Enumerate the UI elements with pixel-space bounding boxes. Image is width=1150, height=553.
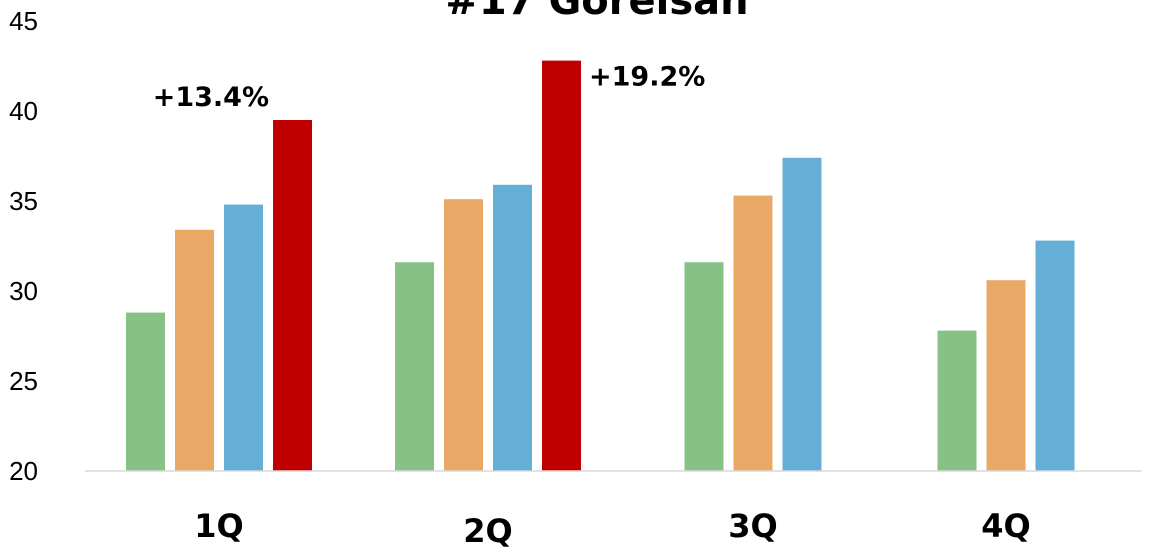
y-tick-label: 25 (9, 366, 38, 396)
x-axis: 1Q 2Q 3Q 4Q (194, 507, 1030, 550)
y-tick-label: 40 (9, 96, 38, 126)
bar-1q-series-2 (175, 229, 214, 471)
bar-2q-series-1 (395, 262, 434, 471)
y-tick-label: 35 (9, 186, 38, 216)
x-tick-label: 1Q (194, 507, 243, 545)
data-label-1q: +13.4% (153, 82, 269, 113)
bar-1q-series-1 (126, 312, 165, 471)
bar-4q-series-3 (1035, 240, 1075, 471)
y-axis: 20 25 30 35 40 45 (9, 6, 38, 486)
y-tick-label: 30 (9, 276, 38, 306)
bar-2q-series-4 (542, 60, 581, 471)
x-tick-label: 2Q (463, 512, 512, 550)
bar-4q-series-2 (986, 280, 1026, 471)
bars (126, 60, 1075, 472)
bar-2q-series-3 (493, 184, 532, 472)
bar-2q-series-2 (444, 199, 483, 471)
x-tick-label: 4Q (981, 507, 1030, 545)
data-labels: +13.4% +19.2% (153, 62, 706, 113)
x-tick-label: 3Q (728, 507, 777, 545)
bar-3q-series-1 (684, 262, 724, 471)
bar-1q-series-4 (273, 120, 312, 471)
data-label-2q: +19.2% (589, 62, 705, 93)
bar-3q-series-3 (782, 157, 822, 472)
y-tick-label: 45 (9, 6, 38, 36)
bar-4q-series-1 (937, 330, 977, 471)
chart-title: #17 Goreisan (445, 0, 748, 24)
bar-1q-series-3 (224, 204, 263, 471)
y-tick-label: 20 (9, 456, 38, 486)
bar-3q-series-2 (733, 195, 773, 471)
